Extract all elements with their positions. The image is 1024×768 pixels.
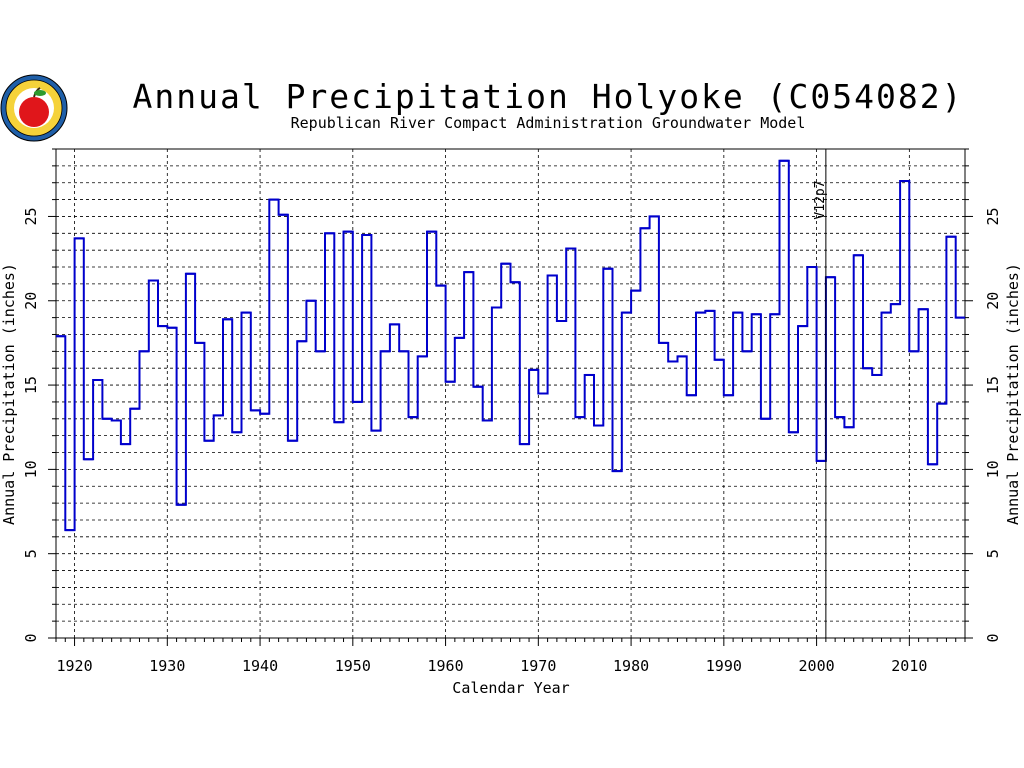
y-tick-label-left: 0 [22,633,40,642]
x-tick-label: 1970 [520,657,556,675]
x-tick-label: 1960 [428,657,464,675]
x-axis-label: Calendar Year [452,679,569,697]
y-axis-label-left: Annual Precipitation (inches) [0,263,18,525]
y-tick-label-right: 25 [984,207,1002,225]
x-tick-label: 1980 [613,657,649,675]
grid-layer [56,149,965,638]
y-tick-label-right: 15 [984,376,1002,394]
y-tick-label-left: 5 [22,549,40,558]
precipitation-step-line [56,159,965,532]
x-tick-label: 2010 [891,657,927,675]
y-tick-label-left: 25 [22,207,40,225]
ticks-layer: 0 0 5 5 10 10 15 15 20 20 25 25 1920 1930 1940 1950 1960… [22,207,1002,675]
y-tick-label-left: 15 [22,376,40,394]
y-tick-label-left: 20 [22,292,40,310]
axes-layer [48,148,973,646]
y-tick-label-right: 5 [984,549,1002,558]
x-tick-label: 1950 [335,657,371,675]
x-tick-label: 1930 [149,657,185,675]
y-tick-label-right: 20 [984,292,1002,310]
y-axis-label-right: Annual Precipitation (inches) [1004,263,1022,525]
x-tick-label: 2000 [799,657,835,675]
y-tick-label-right: 10 [984,460,1002,478]
logo [0,74,68,142]
annotation-layer: V12p7 [813,149,828,638]
annotation-label: V12p7 [813,180,828,219]
chart-subtitle: Republican River Compact Administration … [291,114,806,132]
y-tick-label-right: 0 [984,633,1002,642]
x-tick-label: 1920 [56,657,92,675]
series-layer [56,159,965,532]
x-tick-label: 1990 [706,657,742,675]
plot-frame [55,148,966,639]
chart-title: Annual Precipitation Holyoke (C054082) [133,77,964,116]
y-tick-label-left: 10 [22,460,40,478]
x-tick-label: 1940 [242,657,278,675]
